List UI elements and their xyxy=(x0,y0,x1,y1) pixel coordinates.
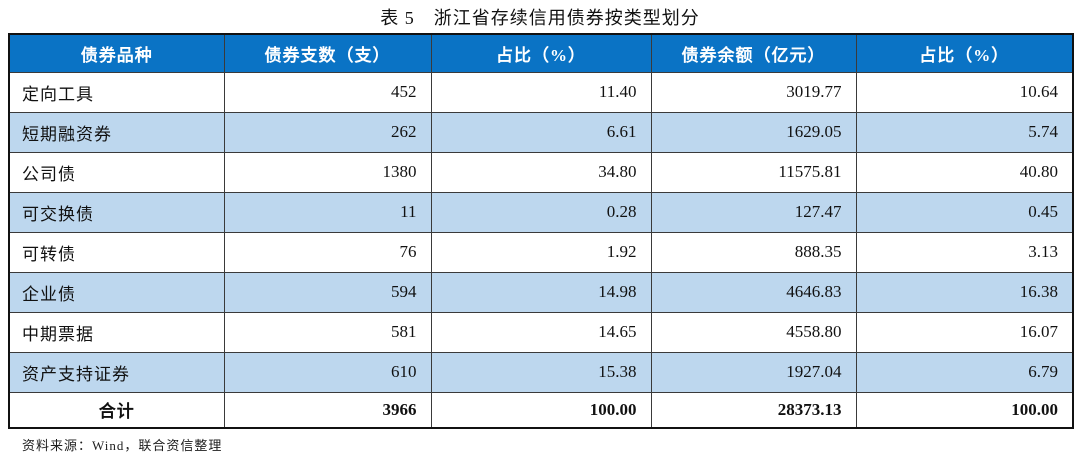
column-header: 占比（%） xyxy=(855,33,1074,73)
value-cell: 1629.05 xyxy=(650,111,857,153)
value-cell: 0.28 xyxy=(430,191,652,233)
table-title: 表 5 浙江省存续信用债券按类型划分 xyxy=(380,8,700,28)
value-cell: 76 xyxy=(223,231,432,273)
value-cell: 100.00 xyxy=(855,391,1074,429)
table-row: 企业债 594 14.98 4646.83 16.38 xyxy=(8,271,1074,313)
value-cell: 581 xyxy=(223,311,432,353)
bond-type-cell: 公司债 xyxy=(8,151,225,193)
value-cell: 4558.80 xyxy=(650,311,857,353)
column-header: 债券余额（亿元） xyxy=(650,33,857,73)
table-row: 定向工具 452 11.40 3019.77 10.64 xyxy=(8,71,1074,113)
table-row: 可交换债 11 0.28 127.47 0.45 xyxy=(8,191,1074,233)
value-cell: 5.74 xyxy=(855,111,1074,153)
bond-type-cell: 可转债 xyxy=(8,231,225,273)
bond-type-cell: 可交换债 xyxy=(8,191,225,233)
bond-type-cell: 企业债 xyxy=(8,271,225,313)
value-cell: 127.47 xyxy=(650,191,857,233)
value-cell: 100.00 xyxy=(430,391,652,429)
value-cell: 452 xyxy=(223,71,432,113)
value-cell: 1927.04 xyxy=(650,351,857,393)
value-cell: 3966 xyxy=(223,391,432,429)
value-cell: 4646.83 xyxy=(650,271,857,313)
bond-type-table: 债券品种 债券支数（支） 占比（%） 债券余额（亿元） 占比（%） 定向工具 452 11.… xyxy=(8,33,1074,429)
value-cell: 0.45 xyxy=(855,191,1074,233)
value-cell: 10.64 xyxy=(855,71,1074,113)
value-cell: 16.38 xyxy=(855,271,1074,313)
column-header: 债券品种 xyxy=(8,33,225,73)
value-cell: 262 xyxy=(223,111,432,153)
bond-type-cell: 中期票据 xyxy=(8,311,225,353)
value-cell: 34.80 xyxy=(430,151,652,193)
bond-type-cell: 定向工具 xyxy=(8,71,225,113)
table-row: 资产支持证券 610 15.38 1927.04 6.79 xyxy=(8,351,1074,393)
value-cell: 610 xyxy=(223,351,432,393)
table-row: 可转债 76 1.92 888.35 3.13 xyxy=(8,231,1074,273)
value-cell: 15.38 xyxy=(430,351,652,393)
value-cell: 6.79 xyxy=(855,351,1074,393)
column-header: 占比（%） xyxy=(430,33,652,73)
value-cell: 1.92 xyxy=(430,231,652,273)
value-cell: 16.07 xyxy=(855,311,1074,353)
value-cell: 1380 xyxy=(223,151,432,193)
source-note: 资料来源：Wind，联合资信整理 xyxy=(22,438,223,453)
value-cell: 28373.13 xyxy=(650,391,857,429)
bond-type-cell: 合计 xyxy=(8,391,225,429)
bond-type-cell: 短期融资券 xyxy=(8,111,225,153)
value-cell: 40.80 xyxy=(855,151,1074,193)
value-cell: 3019.77 xyxy=(650,71,857,113)
table-row: 短期融资券 262 6.61 1629.05 5.74 xyxy=(8,111,1074,153)
bond-type-cell: 资产支持证券 xyxy=(8,351,225,393)
value-cell: 11575.81 xyxy=(650,151,857,193)
table-header-row: 债券品种 债券支数（支） 占比（%） 债券余额（亿元） 占比（%） xyxy=(8,33,1074,73)
table-total-row: 合计 3966 100.00 28373.13 100.00 xyxy=(8,391,1074,429)
table-row: 中期票据 581 14.65 4558.80 16.07 xyxy=(8,311,1074,353)
value-cell: 6.61 xyxy=(430,111,652,153)
value-cell: 888.35 xyxy=(650,231,857,273)
table-body: 定向工具 452 11.40 3019.77 10.64 短期融资券 262 6.61 1629… xyxy=(8,71,1074,429)
value-cell: 14.98 xyxy=(430,271,652,313)
column-header: 债券支数（支） xyxy=(223,33,432,73)
value-cell: 14.65 xyxy=(430,311,652,353)
value-cell: 11 xyxy=(223,191,432,233)
table-row: 公司债 1380 34.80 11575.81 40.80 xyxy=(8,151,1074,193)
value-cell: 3.13 xyxy=(855,231,1074,273)
value-cell: 11.40 xyxy=(430,71,652,113)
value-cell: 594 xyxy=(223,271,432,313)
